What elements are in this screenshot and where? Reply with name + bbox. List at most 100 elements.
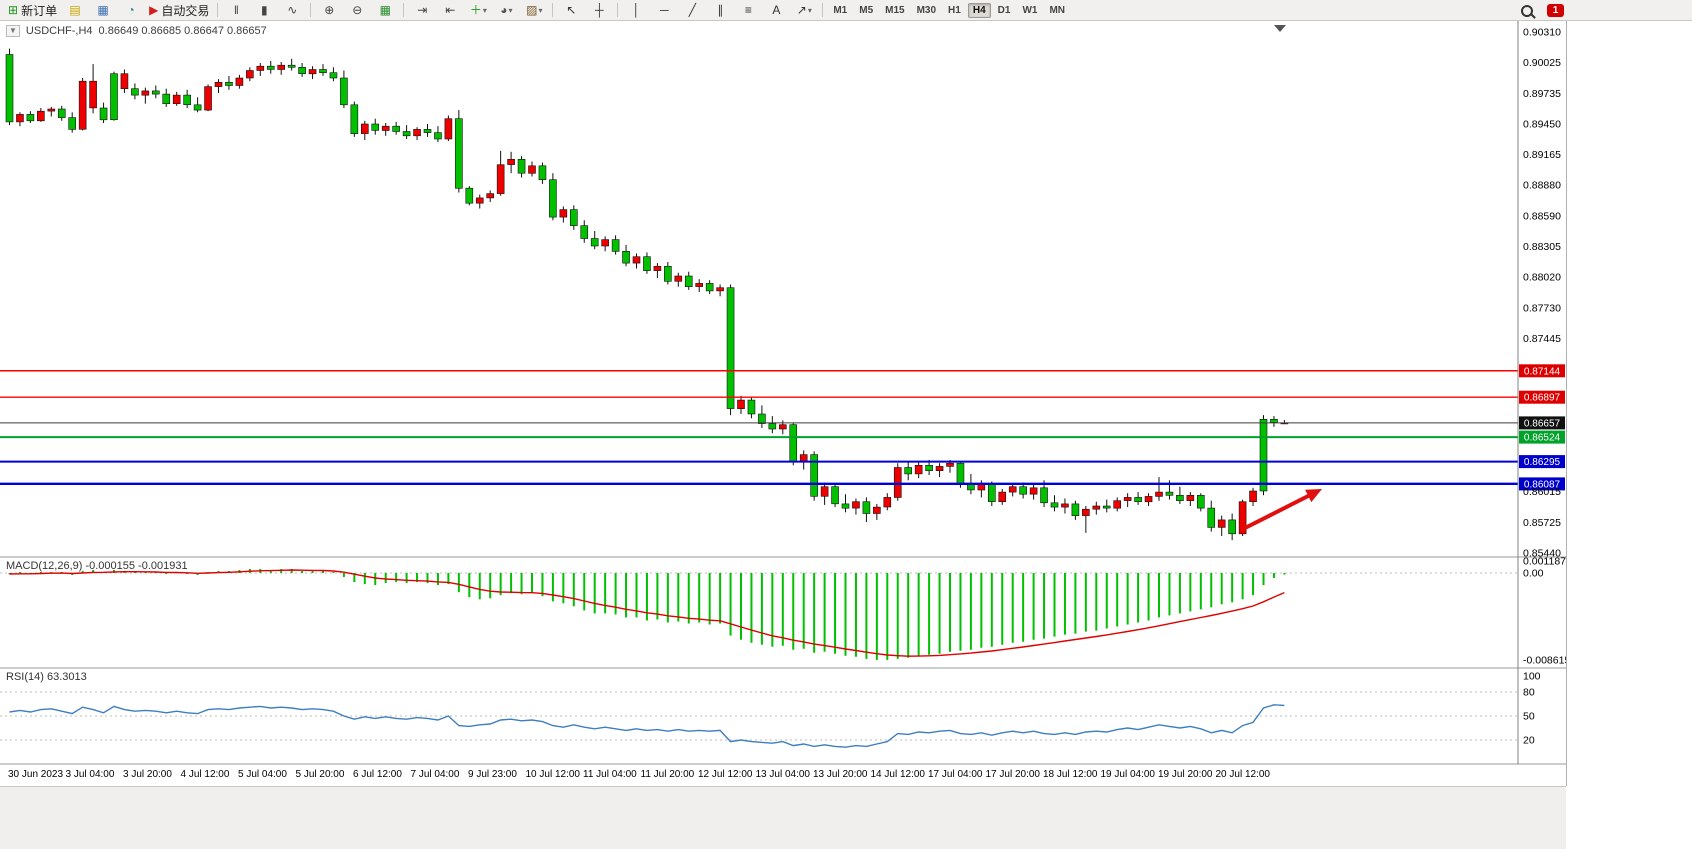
one-click-trading-toggle[interactable]: ▼ (6, 25, 20, 37)
time-axis-label: 11 Jul 20:00 (641, 769, 695, 780)
candle-body (810, 454, 818, 497)
auto-scroll-icon[interactable]: ⇥ (409, 1, 435, 20)
candle-body (465, 187, 474, 204)
main-price-panel[interactable] (5, 48, 1289, 541)
rsi-axis-label: 50 (1523, 711, 1535, 723)
cursor-icon-glyph: ↖ (566, 3, 577, 17)
price-badge-label: 0.87144 (1524, 366, 1561, 377)
arrows-icon[interactable]: ↗ ▾ (791, 1, 817, 20)
indicators-icon-glyph: ＋ (469, 3, 482, 17)
templates-icon-glyph: ▨ (526, 3, 538, 17)
candle-body (956, 462, 965, 484)
time-axis-label: 17 Jul 20:00 (986, 769, 1041, 780)
candle-body (68, 117, 76, 130)
time-axis-label: 17 Jul 04:00 (928, 769, 983, 780)
price-badge (1519, 477, 1565, 491)
candle-body (716, 287, 724, 292)
dropdown-caret-icon[interactable]: ▾ (482, 5, 487, 15)
crosshair-icon[interactable]: ┼ (586, 1, 612, 20)
candle-body (47, 108, 56, 112)
arrow-annotation[interactable] (1244, 489, 1322, 530)
time-axis-label: 19 Jul 20:00 (1158, 769, 1213, 780)
candle-body (873, 506, 881, 514)
candle-body (611, 239, 620, 252)
candle-body (340, 77, 348, 106)
dropdown-caret-icon[interactable]: ▾ (807, 5, 812, 15)
vertical-line-icon[interactable]: │ (623, 1, 649, 20)
candle-body (214, 81, 223, 87)
candle-body (183, 94, 191, 105)
refresh-icon[interactable]: ◔ (118, 1, 144, 20)
indicators-icon[interactable]: ＋ ▾ (465, 1, 491, 20)
templates-icon[interactable]: ▨ ▾ (521, 1, 547, 20)
candle-body (308, 69, 317, 75)
timeframe-m1-button[interactable]: M1 (833, 4, 848, 16)
time-axis-label: 3 Jul 04:00 (66, 769, 115, 780)
toolbar-separator (403, 3, 405, 17)
zoom-in-icon[interactable]: ⊕ (316, 1, 342, 20)
time-axis-label: 10 Jul 12:00 (526, 769, 581, 780)
candle-body (1113, 500, 1121, 509)
autotrading-button[interactable]: ▶ 自动交易 (146, 1, 212, 20)
search-icon[interactable] (1514, 1, 1540, 20)
chart-shift-marker[interactable] (1274, 25, 1286, 32)
price-axis[interactable]: 0.90310 0.90025 0.89735 0.89450 0.89165 0.888… (1523, 27, 1561, 560)
candle-body (768, 423, 777, 430)
candle-body (486, 193, 495, 199)
candle-body (664, 266, 672, 282)
chart-shift-icon[interactable]: ⇤ (437, 1, 463, 20)
price-badge-label: 0.86897 (1524, 393, 1561, 404)
chart-window[interactable]: 0.87144 0.86897 0.86657 0.86524 0.86295 0.860… (0, 21, 1567, 786)
fibonacci-icon[interactable]: ≡ (735, 1, 761, 20)
horizontal-line-icon-glyph: ─ (660, 3, 669, 17)
candle-body (444, 118, 453, 140)
metaeditor-icon[interactable]: ▤ (62, 1, 88, 20)
timeframe-m15-button[interactable]: M15 (885, 4, 905, 16)
time-axis-label: 9 Jul 23:00 (468, 769, 517, 780)
timeframe-h4-button[interactable]: H4 (967, 2, 991, 18)
candle-body (601, 239, 609, 247)
text-icon[interactable]: A (763, 1, 789, 20)
candle-body (862, 501, 871, 514)
time-axis-label: 18 Jul 12:00 (1043, 769, 1098, 780)
candle-body (632, 256, 641, 264)
timeframe-w1-button[interactable]: W1 (1022, 4, 1038, 16)
candle-body (496, 164, 505, 194)
timeframe-h1-button[interactable]: H1 (948, 4, 961, 16)
timeframe-d1-button[interactable]: D1 (997, 4, 1011, 16)
horizontal-line-icon[interactable]: ─ (651, 1, 677, 20)
cursor-icon[interactable]: ↖ (558, 1, 584, 20)
zoom-out-icon[interactable]: ⊖ (344, 1, 370, 20)
candle-body (1155, 491, 1163, 497)
rsi-panel[interactable]: 100 80 50 20 (0, 671, 1541, 748)
candle-body (413, 129, 421, 137)
candlestick-icon[interactable]: ▮ (251, 1, 277, 20)
timeframe-m30-button[interactable]: M30 (916, 4, 937, 16)
timeframe-m5-button[interactable]: M5 (859, 4, 874, 16)
time-axis-label: 5 Jul 20:00 (296, 769, 345, 780)
chart-title: ▼ USDCHF-,H4 0.86649 0.86685 0.86647 0.8… (6, 25, 267, 37)
periods-icon[interactable]: ◕ ▾ (493, 1, 519, 20)
candle-body (998, 491, 1007, 503)
candle-body (1082, 508, 1090, 516)
macd-signal-line (9, 569, 1285, 657)
channel-icon[interactable]: ∥ (707, 1, 733, 20)
line-chart-icon[interactable]: ∿ (279, 1, 305, 20)
candle-body (799, 454, 808, 462)
candle-body (904, 467, 913, 475)
bar-chart-icon-glyph: ‖ (233, 3, 239, 17)
trendline-icon[interactable]: ╱ (679, 1, 705, 20)
notification-badge[interactable]: 1 (1547, 4, 1564, 17)
time-axis[interactable]: 30 Jun 2023 3 Jul 04:00 3 Jul 20:00 4 Jul 1… (8, 769, 1270, 780)
market-watch-icon[interactable]: ▦ (90, 1, 116, 20)
dropdown-caret-icon[interactable]: ▾ (538, 5, 543, 15)
new-order-button[interactable]: ⊞ 新订单 (5, 1, 60, 20)
bar-chart-icon[interactable]: ‖ (223, 1, 249, 20)
tile-windows-icon[interactable]: ▦ (372, 1, 398, 20)
dropdown-caret-icon[interactable]: ▾ (508, 5, 513, 15)
price-axis-label: 0.87445 (1523, 333, 1561, 345)
chart-canvas[interactable]: 0.87144 0.86897 0.86657 0.86524 0.86295 0.860… (0, 21, 1566, 786)
timeframe-mn-button[interactable]: MN (1049, 4, 1065, 16)
candle-body (172, 94, 181, 104)
